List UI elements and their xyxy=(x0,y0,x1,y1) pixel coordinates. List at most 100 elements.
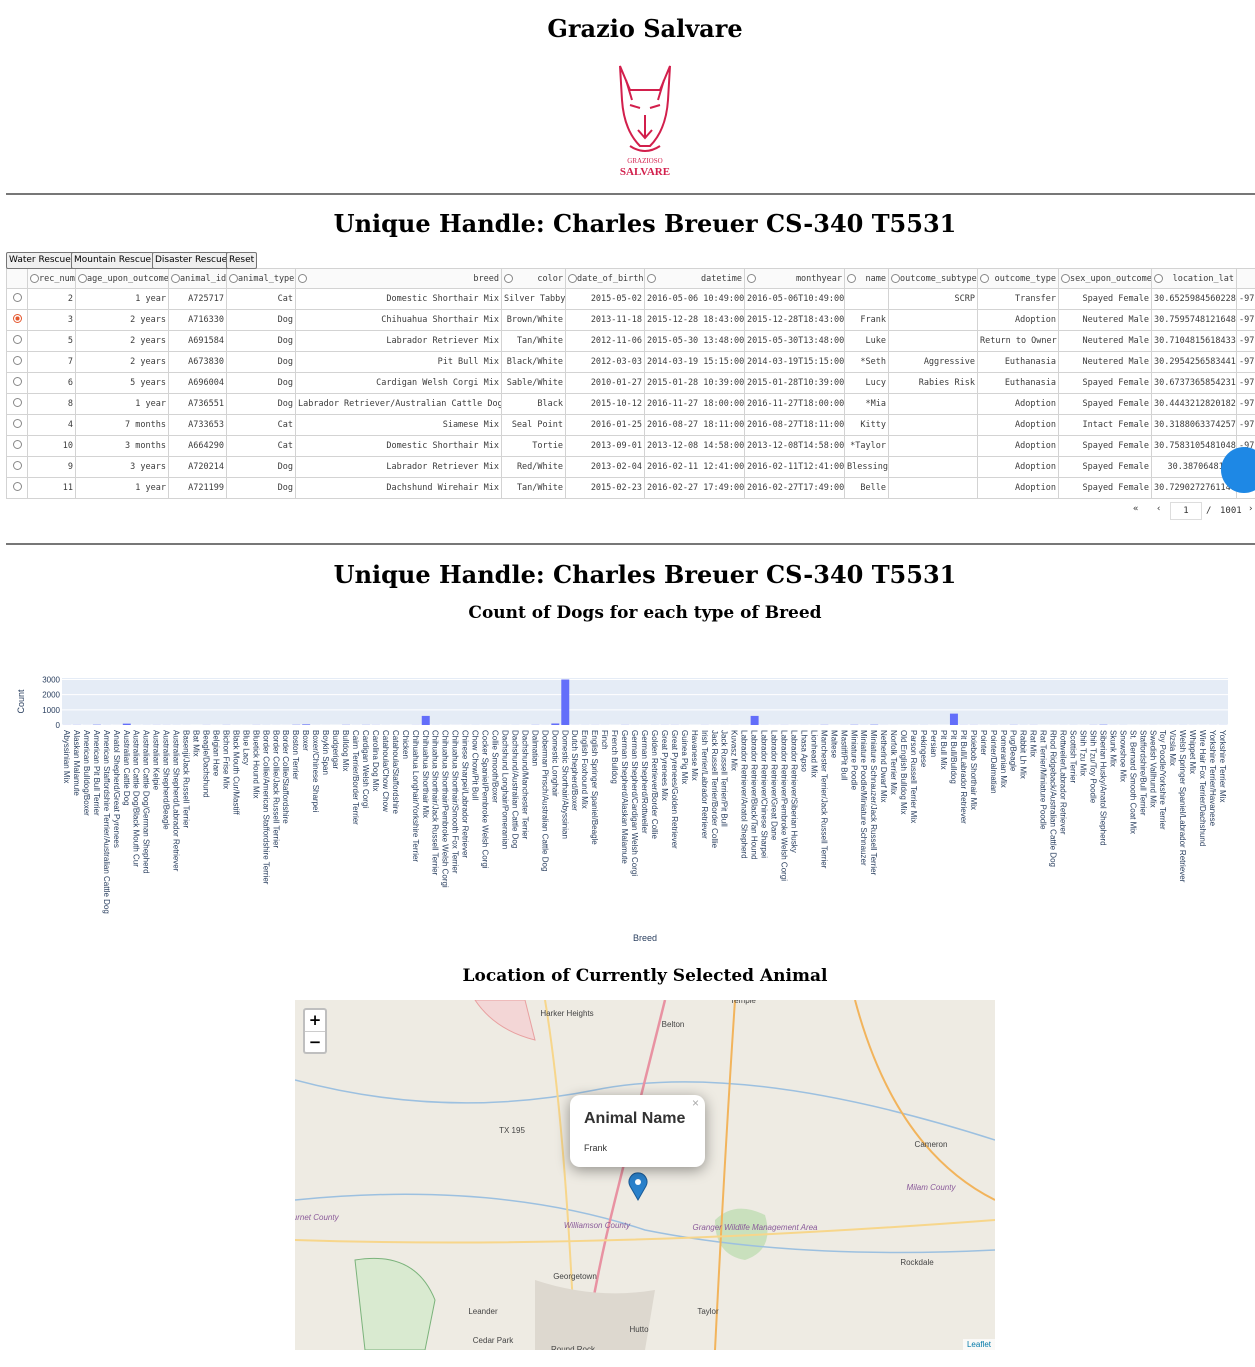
x-tick-label: Australian Cattle Dog/Black Mouth Cur xyxy=(132,730,141,867)
row-radio[interactable] xyxy=(12,440,22,449)
x-tick-label: Pug/Beagle xyxy=(1009,730,1018,772)
x-tick-label: Pomeranian Mix xyxy=(999,730,1008,788)
x-tick-label: Jack Russell Terrier/Pit Bull xyxy=(720,730,729,827)
x-tick-label: Pit Bull/Bulldog xyxy=(949,730,958,784)
column-header: location_lat xyxy=(1151,268,1237,289)
marker[interactable] xyxy=(628,1172,648,1202)
x-tick-label: Scottish Terrier xyxy=(1069,730,1078,784)
row-radio[interactable] xyxy=(12,398,22,407)
table-cell: Spayed Female xyxy=(1058,456,1152,478)
table-cell: 1 year xyxy=(75,288,169,310)
x-tick-label: Rat Terrier/Miniature Poodle xyxy=(1039,730,1048,830)
header-cell: monthyear xyxy=(747,274,842,284)
table-cell xyxy=(888,414,978,436)
first-page[interactable]: « xyxy=(1133,504,1139,514)
table-cell: 2 xyxy=(27,288,76,310)
sort-radio[interactable] xyxy=(647,274,656,283)
zoom-out[interactable]: − xyxy=(308,1033,322,1051)
select-cell xyxy=(6,414,28,436)
x-tick-label: Lionhead Mix xyxy=(809,730,818,778)
page-title: Grazio Salvare xyxy=(547,14,743,43)
scroll-toggle[interactable] xyxy=(1221,447,1255,493)
table-cell: 6 xyxy=(27,372,76,394)
x-tick-label: French Bulldog xyxy=(610,730,619,784)
table-cell: Rabies Risk xyxy=(888,372,978,394)
x-tick-label: Labrador Retriever/Pembroke Welsh Corgi xyxy=(780,730,789,881)
x-tick-label: Pixiebob Shorthair Mix xyxy=(969,730,978,810)
x-tick-label: Carolina Dog Mix xyxy=(371,730,380,791)
next-page[interactable]: › xyxy=(1248,504,1254,514)
attribution[interactable]: Leaflet xyxy=(962,1339,995,1350)
button[interactable]: Water Rescue xyxy=(6,252,74,269)
button[interactable]: Disaster Rescue xyxy=(152,252,231,269)
row-radio[interactable] xyxy=(12,293,22,302)
x-tick-label: American Bulldog/Boxer xyxy=(82,730,91,816)
row-radio[interactable] xyxy=(12,419,22,428)
prev-page[interactable]: ‹ xyxy=(1156,504,1162,514)
table-cell: Sable/White xyxy=(501,372,566,394)
column-header: name xyxy=(844,268,889,289)
x-tick-label: Finch xyxy=(600,730,609,750)
header-text: datetime xyxy=(701,273,742,284)
sort-radio[interactable] xyxy=(568,274,577,283)
row-radio[interactable] xyxy=(12,377,22,386)
table-cell: 30.7583105481048 xyxy=(1151,435,1237,457)
table-cell: *Seth xyxy=(844,351,889,373)
x-tick-label: Swedish Vallhund Mix xyxy=(1148,730,1157,808)
row-radio[interactable] xyxy=(12,335,22,344)
sort-radio[interactable] xyxy=(1061,274,1070,283)
x-tick-label: Pointer xyxy=(979,730,988,756)
sort-radio[interactable] xyxy=(847,274,856,283)
sort-radio[interactable] xyxy=(298,274,307,283)
table-cell: Return to Owner xyxy=(977,330,1059,352)
table-cell: 11 xyxy=(27,477,76,499)
header-cell: animal_id xyxy=(171,274,226,284)
chart-title: Count of Dogs for each type of Breed xyxy=(468,603,822,623)
x-tick-label: Golden Retriever/Border Collie xyxy=(650,730,659,839)
sort-radio[interactable] xyxy=(30,274,39,283)
table-cell: 4 xyxy=(27,414,76,436)
table-cell: 2 years xyxy=(75,309,169,331)
sort-radio[interactable] xyxy=(229,274,238,283)
table-cell: -97 xyxy=(1236,330,1255,352)
row-radio[interactable] xyxy=(12,314,22,323)
sort-radio[interactable] xyxy=(78,274,87,283)
sort-radio[interactable] xyxy=(747,274,756,283)
x-tick-label: Labrador Retriever/Anatol Shepherd xyxy=(740,730,749,859)
row-radio[interactable] xyxy=(12,356,22,365)
row-radio[interactable] xyxy=(12,461,22,470)
place-label: Burnet County xyxy=(295,1213,340,1222)
table-cell: 2010-01-27 xyxy=(565,372,645,394)
header-text: outcome_type xyxy=(994,273,1056,284)
zoom-in[interactable]: + xyxy=(305,1010,325,1032)
table-cell: Cardigan Welsh Corgi Mix xyxy=(295,372,502,394)
map[interactable]: Harker Heights Belton Temple TX 195 Cameron M… xyxy=(295,1000,995,1350)
x-tick-label: Old English Bulldog Mix xyxy=(899,730,908,814)
button[interactable]: Reset xyxy=(226,252,258,269)
table-cell: Spayed Female xyxy=(1058,477,1152,499)
table-cell: Neutered Male xyxy=(1058,309,1152,331)
header-cell: sex_upon_outcome xyxy=(1061,274,1151,284)
place-label: Hutto xyxy=(629,1325,649,1334)
place-label: Cedar Park xyxy=(473,1336,514,1345)
handle: Unique Handle: Charles Breuer CS-340 T55… xyxy=(333,209,957,238)
sort-radio[interactable] xyxy=(891,274,900,283)
x-tick-label: Bat Mix xyxy=(192,730,201,757)
y-tick-label: 3000 xyxy=(42,676,60,685)
sort-radio[interactable] xyxy=(171,274,180,283)
column-header: rec_num xyxy=(27,268,76,289)
sort-radio[interactable] xyxy=(504,274,513,283)
page-input[interactable]: 1 xyxy=(1170,502,1202,520)
row-radio[interactable] xyxy=(12,482,22,491)
sort-radio[interactable] xyxy=(980,274,989,283)
sort-radio[interactable] xyxy=(1154,274,1163,283)
x-tick-label: Abyssinian Mix xyxy=(62,730,71,783)
x-tick-label: Irish Terrier/Labrador Retriever xyxy=(700,730,709,839)
column-header xyxy=(1236,268,1255,289)
popup-close[interactable]: × xyxy=(692,1096,700,1110)
select-cell xyxy=(6,288,28,310)
table-cell xyxy=(888,330,978,352)
button[interactable]: Mountain Rescue xyxy=(71,252,155,269)
x-tick-label: German Shepherd/Alaskan Malamute xyxy=(620,730,629,864)
